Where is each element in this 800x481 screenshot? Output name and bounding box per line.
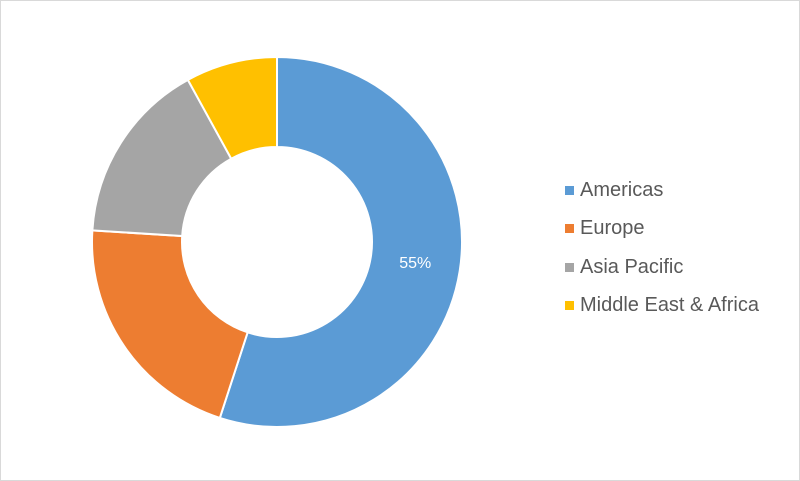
- legend-item-americas: Americas: [565, 171, 759, 210]
- legend-swatch-middle-east-africa: [565, 301, 574, 311]
- legend-item-asia-pacific: Asia Pacific: [565, 248, 759, 287]
- legend-label-middle-east-africa: Middle East & Africa: [580, 294, 759, 317]
- legend-label-europe: Europe: [580, 217, 645, 240]
- slice-asia-pacific: [91, 78, 233, 238]
- legend-swatch-asia-pacific: [565, 262, 574, 272]
- legend-label-americas: Americas: [580, 178, 664, 201]
- legend-swatch-americas: [565, 185, 574, 195]
- slice-americas: [218, 55, 463, 428]
- slice-middle-east-africa: [186, 55, 278, 161]
- slice-europe: [91, 229, 249, 420]
- legend-label-asia-pacific: Asia Pacific: [580, 255, 684, 278]
- data-label-americas: 55%: [399, 255, 431, 272]
- legend-item-middle-east-africa: Middle East & Africa: [565, 287, 759, 326]
- legend-item-europe: Europe: [565, 210, 759, 249]
- legend: Americas Europe Asia Pacific Middle East…: [565, 171, 759, 325]
- legend-swatch-europe: [565, 224, 574, 234]
